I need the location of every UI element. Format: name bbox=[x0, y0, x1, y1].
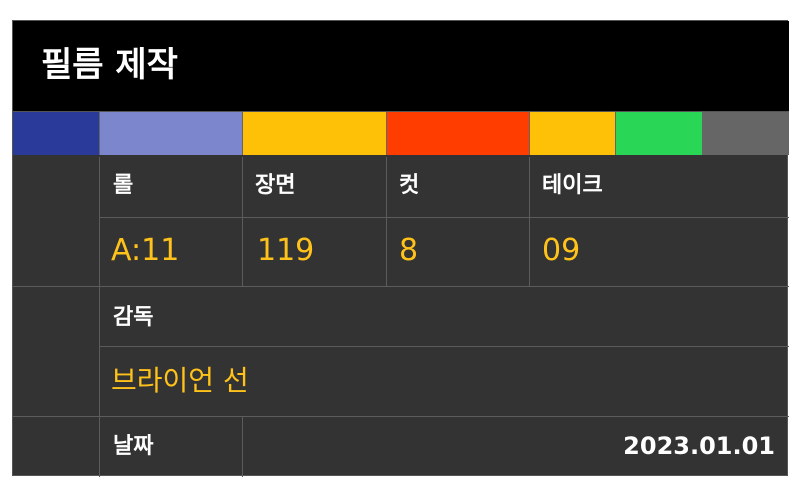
grid-divider bbox=[242, 157, 243, 287]
color-bar-amber bbox=[243, 111, 387, 155]
take-value: 09 bbox=[542, 233, 581, 268]
grid-divider bbox=[99, 346, 789, 347]
roll-label: 롤 bbox=[113, 173, 134, 198]
director-value: 브라이언 선 bbox=[111, 364, 249, 397]
color-bar-gray bbox=[703, 111, 789, 155]
color-bar-strip bbox=[13, 111, 789, 157]
grid-divider bbox=[99, 157, 100, 477]
color-bar-red-orange bbox=[387, 111, 530, 155]
slate-title: 필름 제작 bbox=[41, 45, 178, 85]
date-value: 2023.01.01 bbox=[623, 432, 775, 460]
cut-value: 8 bbox=[399, 233, 419, 268]
grid-divider bbox=[386, 157, 387, 287]
grid-divider bbox=[529, 157, 530, 287]
color-bar-green bbox=[616, 111, 703, 155]
title-bar: 필름 제작 bbox=[13, 21, 789, 111]
grid-divider bbox=[242, 417, 243, 477]
color-bar-periwinkle bbox=[100, 111, 243, 155]
grid-divider bbox=[99, 217, 789, 218]
take-label: 테이크 bbox=[542, 173, 603, 198]
clapperboard-slate: 필름 제작 롤 장면 컷 테이크 A:11 119 8 09 감독 브라이언 선… bbox=[12, 20, 789, 477]
scene-value: 119 bbox=[257, 233, 315, 268]
grid-divider bbox=[13, 416, 789, 417]
color-bar-blue bbox=[13, 111, 100, 155]
cut-label: 컷 bbox=[399, 173, 420, 198]
scene-label: 장면 bbox=[255, 173, 296, 198]
roll-value: A:11 bbox=[111, 233, 180, 268]
date-label: 날짜 bbox=[113, 434, 154, 459]
director-label: 감독 bbox=[113, 305, 154, 330]
grid-divider bbox=[13, 286, 789, 287]
color-bar-amber-2 bbox=[530, 111, 616, 155]
